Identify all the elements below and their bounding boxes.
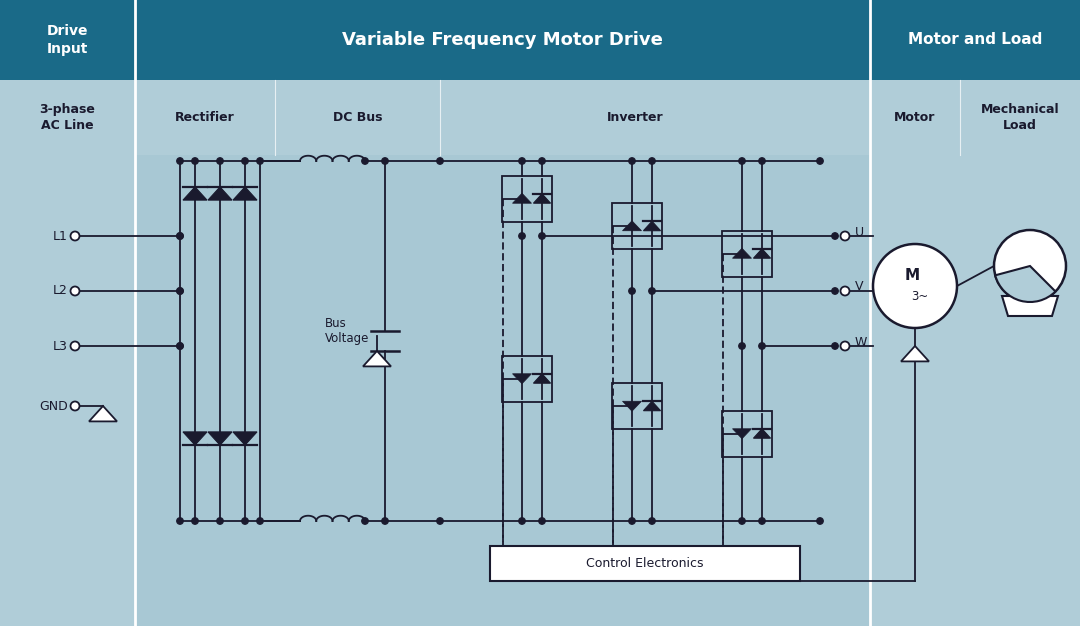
FancyBboxPatch shape [0, 80, 1080, 155]
Circle shape [177, 343, 184, 349]
Circle shape [362, 518, 368, 524]
Text: W: W [855, 336, 867, 349]
Circle shape [816, 518, 823, 524]
Text: Bus
Voltage: Bus Voltage [325, 317, 369, 345]
Circle shape [217, 518, 224, 524]
Circle shape [649, 288, 656, 294]
Circle shape [840, 342, 850, 351]
Circle shape [739, 158, 745, 164]
Circle shape [177, 288, 184, 294]
Text: U: U [855, 225, 864, 239]
Polygon shape [732, 429, 752, 439]
Circle shape [242, 518, 248, 524]
Circle shape [739, 343, 745, 349]
Polygon shape [183, 187, 207, 200]
Circle shape [518, 233, 525, 239]
Polygon shape [89, 406, 117, 421]
Text: DC Bus: DC Bus [333, 111, 382, 124]
Circle shape [739, 518, 745, 524]
Text: 3~: 3~ [912, 289, 929, 302]
Circle shape [257, 518, 264, 524]
Polygon shape [901, 346, 929, 361]
Circle shape [759, 158, 766, 164]
Circle shape [816, 158, 823, 164]
Polygon shape [622, 221, 642, 231]
Circle shape [518, 518, 525, 524]
Circle shape [382, 158, 388, 164]
Polygon shape [233, 187, 257, 200]
FancyBboxPatch shape [0, 0, 1080, 80]
Circle shape [832, 343, 838, 349]
Circle shape [70, 287, 80, 295]
Circle shape [70, 401, 80, 411]
Circle shape [629, 288, 635, 294]
Polygon shape [534, 374, 551, 383]
Circle shape [873, 244, 957, 328]
Circle shape [382, 518, 388, 524]
Circle shape [70, 342, 80, 351]
Circle shape [539, 518, 545, 524]
Circle shape [994, 230, 1066, 302]
Polygon shape [1002, 296, 1058, 316]
Circle shape [629, 518, 635, 524]
FancyBboxPatch shape [135, 155, 870, 626]
Text: Motor: Motor [894, 111, 935, 124]
Circle shape [649, 158, 656, 164]
Polygon shape [208, 187, 232, 200]
Polygon shape [513, 374, 531, 384]
Text: M: M [904, 269, 919, 284]
Text: Mechanical
Load: Mechanical Load [981, 103, 1059, 132]
Circle shape [759, 518, 766, 524]
Circle shape [539, 158, 545, 164]
Circle shape [840, 232, 850, 240]
Polygon shape [754, 429, 770, 438]
Polygon shape [233, 432, 257, 445]
Wedge shape [996, 266, 1055, 302]
Polygon shape [732, 249, 752, 259]
Polygon shape [754, 249, 770, 258]
Polygon shape [644, 222, 661, 231]
Text: GND: GND [39, 399, 68, 413]
Text: V: V [855, 280, 864, 294]
Polygon shape [534, 194, 551, 203]
Circle shape [539, 233, 545, 239]
Circle shape [436, 158, 443, 164]
Circle shape [177, 233, 184, 239]
Polygon shape [644, 401, 661, 411]
Text: 3-phase
AC Line: 3-phase AC Line [40, 103, 95, 132]
Circle shape [759, 343, 766, 349]
Circle shape [177, 518, 184, 524]
Circle shape [832, 288, 838, 294]
Circle shape [362, 158, 368, 164]
FancyBboxPatch shape [490, 546, 800, 581]
Circle shape [177, 343, 184, 349]
Text: Drive
Input: Drive Input [46, 24, 89, 56]
Circle shape [217, 158, 224, 164]
Circle shape [177, 233, 184, 239]
Circle shape [629, 158, 635, 164]
Text: L2: L2 [53, 284, 68, 297]
Polygon shape [513, 193, 531, 203]
Text: Rectifier: Rectifier [175, 111, 234, 124]
Circle shape [242, 158, 248, 164]
Circle shape [649, 518, 656, 524]
Circle shape [192, 158, 199, 164]
Circle shape [518, 158, 525, 164]
Circle shape [177, 158, 184, 164]
Polygon shape [363, 351, 391, 366]
Circle shape [840, 287, 850, 295]
Text: L1: L1 [53, 230, 68, 242]
Polygon shape [208, 432, 232, 445]
Text: Control Electronics: Control Electronics [586, 557, 704, 570]
Circle shape [832, 233, 838, 239]
Circle shape [177, 288, 184, 294]
Circle shape [257, 158, 264, 164]
Text: Inverter: Inverter [607, 111, 663, 124]
Text: Variable Frequency Motor Drive: Variable Frequency Motor Drive [342, 31, 663, 49]
Polygon shape [622, 401, 642, 411]
Text: L3: L3 [53, 339, 68, 352]
Polygon shape [183, 432, 207, 445]
Text: Motor and Load: Motor and Load [908, 33, 1042, 48]
Circle shape [192, 518, 199, 524]
